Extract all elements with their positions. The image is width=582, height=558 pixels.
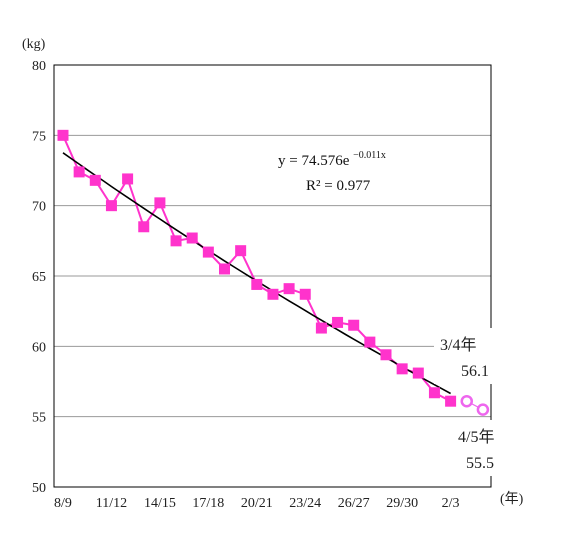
x-axis-unit-label: (年) [500, 491, 524, 507]
data-point-marker [267, 288, 279, 300]
y-tick-label: 80 [32, 59, 46, 74]
x-tick-label: 11/12 [96, 496, 127, 511]
data-point-marker-open [476, 403, 490, 416]
data-point-marker [219, 263, 230, 275]
trendline-equation: y = 74.576e −0.011x [278, 150, 386, 169]
data-point-marker [332, 316, 344, 328]
data-point-marker [89, 174, 101, 186]
x-tick-label: 26/27 [338, 496, 370, 511]
data-point-marker [412, 367, 424, 379]
data-point-marker [396, 363, 408, 375]
data-point-marker [73, 166, 85, 178]
data-point-marker [315, 322, 327, 334]
data-point-marker-open [460, 394, 473, 408]
data-point-marker [283, 283, 295, 295]
data-point-marker [299, 288, 311, 300]
data-point-marker [428, 387, 440, 399]
callout-value-1: 56.1 [461, 363, 489, 380]
x-tick-label: 2/3 [442, 496, 460, 511]
axis-labels: 50 55 60 65 70 75 80 8/9 11/12 14/15 17/18 20/21 23/… [32, 59, 460, 511]
data-point-marker [235, 245, 247, 257]
callout-background-1 [434, 328, 504, 384]
callout-label-1: 3/4年 [440, 336, 476, 354]
data-point-marker [138, 221, 150, 233]
data-point-marker [122, 173, 134, 185]
x-tick-label: 17/18 [192, 496, 224, 511]
r-squared-label: R² = 0.977 [306, 178, 371, 194]
x-tick-label: 29/30 [386, 496, 418, 511]
data-point-marker [105, 200, 117, 212]
callout-label-2: 4/5年 [458, 428, 494, 446]
data-point-marker [202, 246, 214, 258]
trendline-equation-base: y = 74.576e [278, 153, 350, 169]
data-point-marker [251, 278, 263, 290]
plot-area-frame [53, 64, 492, 488]
data-point-marker [380, 349, 392, 361]
y-axis-unit-label: (kg) [22, 37, 46, 52]
grid-lines [54, 134, 491, 418]
y-tick-label: 65 [32, 270, 46, 285]
x-tick-label: 20/21 [241, 496, 273, 511]
data-point-marker [445, 395, 457, 407]
data-point-marker [57, 129, 69, 141]
x-tick-label: 8/9 [54, 496, 72, 511]
data-point-marker [186, 232, 198, 244]
x-tick-label: 14/15 [144, 496, 176, 511]
y-tick-label: 60 [32, 340, 46, 355]
data-point-marker [364, 336, 376, 348]
y-tick-label: 50 [32, 481, 46, 496]
data-point-marker [170, 235, 182, 247]
callout-background-2 [452, 420, 522, 476]
x-tick-label: 23/24 [289, 496, 321, 511]
data-point-marker [348, 319, 360, 331]
y-tick-label: 75 [32, 129, 46, 144]
data-point-marker [154, 197, 166, 209]
data-markers [57, 129, 490, 416]
y-tick-label: 70 [32, 200, 46, 215]
trendline-equation-exponent: −0.011x [353, 150, 386, 161]
y-tick-label: 55 [32, 411, 46, 426]
callout-value-2: 55.5 [466, 455, 494, 472]
